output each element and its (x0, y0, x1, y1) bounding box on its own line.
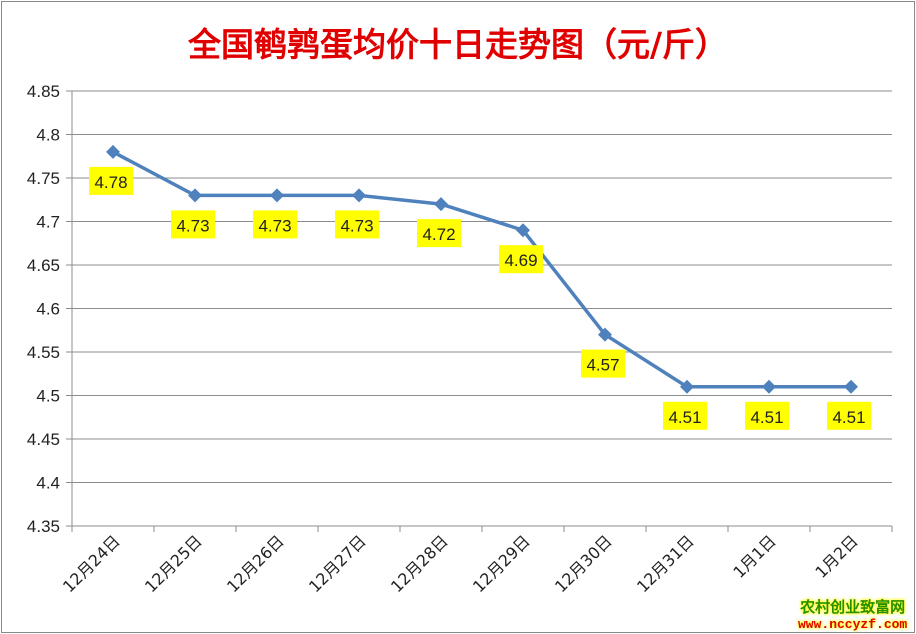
data-label: 4.57 (586, 356, 619, 375)
y-tick-label: 4.7 (36, 213, 60, 232)
y-tick-label: 4.8 (36, 126, 60, 145)
y-tick-label: 4.75 (27, 169, 60, 188)
data-label-bg (417, 219, 461, 248)
x-tick-label: 1月2日 (811, 531, 861, 581)
data-label: 4.51 (668, 408, 701, 427)
y-tick-label: 4.5 (36, 387, 60, 406)
x-tick-label: 12月30日 (551, 531, 616, 596)
y-tick-label: 4.6 (36, 300, 60, 319)
x-tick-label: 12月28日 (387, 531, 452, 596)
y-tick-label: 4.45 (27, 430, 60, 449)
data-point (680, 379, 694, 394)
x-tick-label: 12月29日 (469, 531, 534, 596)
watermark-url: www.nccyzf.com (798, 617, 908, 632)
data-label: 4.51 (832, 408, 865, 427)
watermark: 农村创业致富网 www.nccyzf.com (798, 596, 907, 632)
series-line (112, 150, 851, 389)
data-label-bg (745, 401, 789, 430)
data-label-bg (171, 210, 215, 239)
x-tick-label: 1月1日 (729, 531, 779, 581)
watermark-name: 农村创业致富网 (800, 598, 906, 616)
data-point (352, 188, 366, 203)
data-point (270, 188, 284, 203)
x-tick-label: 12月26日 (223, 531, 288, 596)
y-tick-label: 4.35 (27, 517, 60, 536)
data-label-bg (581, 349, 625, 378)
x-tick-label: 12月27日 (305, 531, 370, 596)
data-point (844, 379, 858, 394)
data-label-bg (253, 210, 297, 239)
data-label: 4.72 (422, 225, 455, 244)
chart-title: 全国鹌鹑蛋均价十日走势图（元/斤） (187, 25, 729, 64)
y-tick-label: 4.55 (27, 343, 60, 362)
data-label: 4.73 (176, 216, 209, 235)
data-label: 4.51 (750, 408, 783, 427)
data-label-bg (499, 245, 543, 274)
x-tick-label: 12月25日 (141, 531, 206, 596)
data-point (434, 197, 448, 212)
y-tick-label: 4.85 (27, 82, 60, 101)
data-point (762, 379, 776, 394)
y-tick-label: 4.4 (36, 474, 60, 493)
data-point (188, 188, 202, 203)
data-label: 4.78 (94, 173, 127, 192)
data-label-bg (335, 210, 379, 239)
data-point (598, 327, 612, 342)
data-label: 4.69 (504, 251, 537, 270)
x-tick-label: 12月31日 (633, 531, 698, 596)
data-label-bg (827, 401, 871, 430)
data-label: 4.73 (258, 216, 291, 235)
data-point (516, 223, 530, 238)
data-label: 4.73 (340, 216, 373, 235)
data-label-bg (663, 401, 707, 430)
y-tick-label: 4.65 (27, 256, 60, 275)
data-label-bg (89, 166, 133, 195)
data-point (106, 144, 120, 159)
x-tick-label: 12月24日 (59, 531, 124, 596)
